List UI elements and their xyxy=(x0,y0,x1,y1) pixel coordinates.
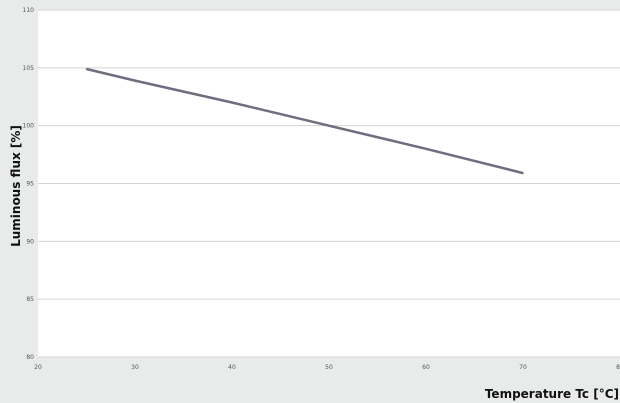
data-point xyxy=(85,68,88,70)
x-tick-label: 60 xyxy=(422,364,430,371)
x-tick-label: 50 xyxy=(325,364,333,371)
y-tick-label: 105 xyxy=(23,65,35,72)
y-tick-label: 100 xyxy=(23,123,35,130)
data-point xyxy=(425,148,427,150)
x-axis-title: Temperature Tc [°C] xyxy=(485,387,619,401)
series-line-0 xyxy=(86,67,524,175)
y-tick-label: 80 xyxy=(26,354,34,361)
x-tick-label: 80 xyxy=(616,364,620,371)
y-tick-labels: 80 85 90 95 100 105 110 xyxy=(23,7,35,361)
data-point xyxy=(231,101,233,104)
gridlines xyxy=(38,9,620,358)
y-axis-title: Luminous flux [%] xyxy=(9,125,23,247)
data-point xyxy=(522,172,524,174)
y-tick-label: 110 xyxy=(23,7,35,14)
data-point xyxy=(328,124,330,127)
y-tick-label: 90 xyxy=(26,238,34,245)
x-tick-labels: 20 30 40 50 60 70 80 xyxy=(34,364,620,371)
y-tick-label: 95 xyxy=(26,181,34,188)
x-tick-label: 30 xyxy=(131,364,139,371)
x-tick-label: 40 xyxy=(228,364,236,371)
x-tick-label: 20 xyxy=(34,364,42,371)
y-tick-label: 85 xyxy=(26,296,34,303)
x-tick-label: 70 xyxy=(519,364,527,371)
series-group xyxy=(85,67,524,175)
data-point xyxy=(134,79,136,82)
